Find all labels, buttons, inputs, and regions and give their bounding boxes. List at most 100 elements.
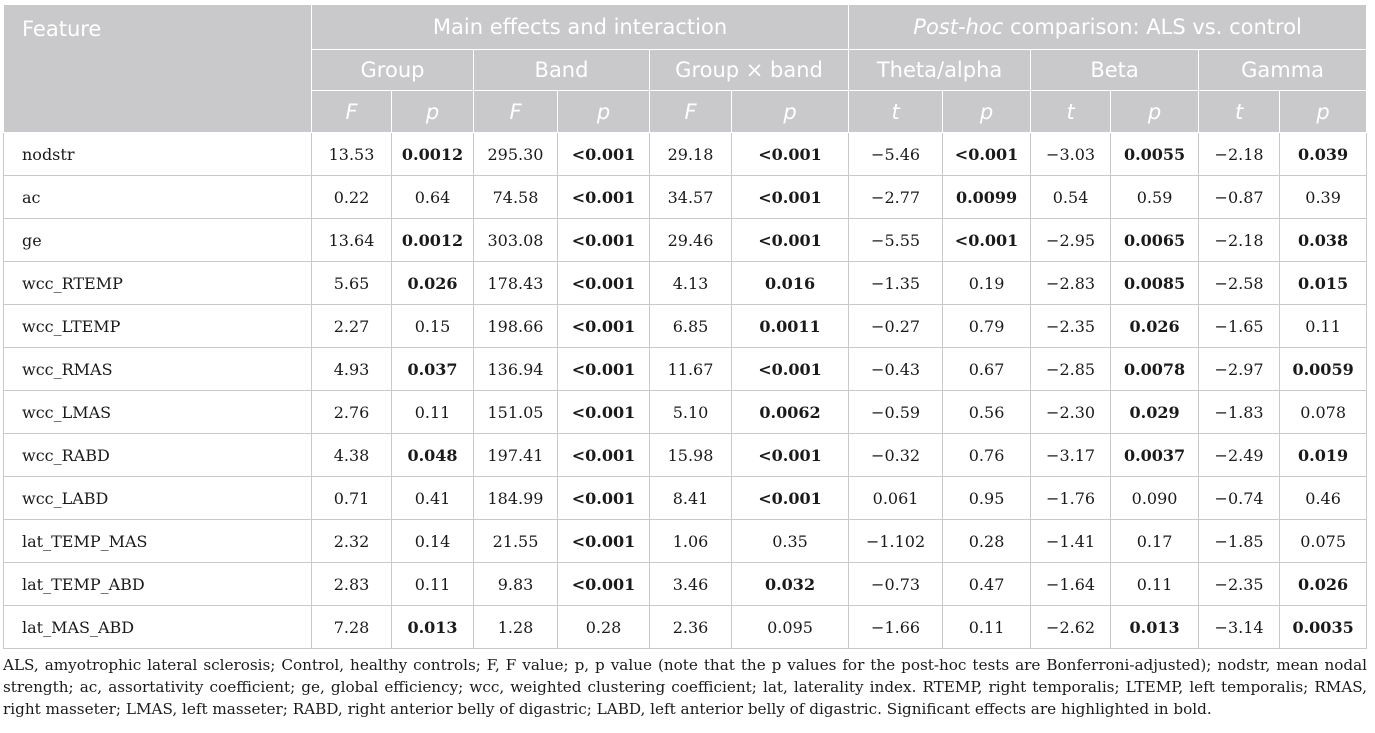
table-row: lat_TEMP_ABD 2.83 0.11 9.83 <0.001 3.46 0.032−… bbox=[3, 562, 1368, 606]
results-table-container: Feature Main effects and interaction Pos… bbox=[3, 4, 1368, 649]
value-cell: <0.001 bbox=[730, 218, 850, 262]
feature-cell: lat_TEMP_MAS bbox=[3, 519, 312, 563]
feature-cell: lat_MAS_ABD bbox=[3, 605, 312, 649]
value-cell: <0.001 bbox=[730, 433, 850, 477]
value-cell: 198.66 bbox=[473, 304, 558, 348]
value-cell: 4.93 bbox=[311, 347, 392, 391]
value-cell: −1.102 bbox=[848, 519, 944, 563]
value-cell: 0.0099 bbox=[942, 175, 1032, 219]
value-cell: 0.11 bbox=[391, 390, 474, 434]
stat-header: F bbox=[649, 90, 732, 133]
value-cell: −0.27 bbox=[848, 304, 944, 348]
value-cell: 0.59 bbox=[1110, 175, 1200, 219]
value-cell: 0.075 bbox=[1279, 519, 1368, 563]
value-cell: <0.001 bbox=[557, 304, 650, 348]
value-cell: −2.77 bbox=[848, 175, 944, 219]
value-cell: 0.54 bbox=[1030, 175, 1112, 219]
value-cell: 136.94 bbox=[473, 347, 558, 391]
value-cell: 3.46 bbox=[649, 562, 732, 606]
value-cell: −3.03 bbox=[1030, 132, 1112, 176]
value-cell: 0.013 bbox=[1110, 605, 1200, 649]
value-cell: 15.98 bbox=[649, 433, 732, 477]
value-cell: 0.019 bbox=[1279, 433, 1368, 477]
stat-header: p bbox=[1279, 90, 1368, 133]
feature-cell: wcc_LABD bbox=[3, 476, 312, 520]
value-cell: <0.001 bbox=[557, 347, 650, 391]
value-cell: 295.30 bbox=[473, 132, 558, 176]
value-cell: 0.35 bbox=[730, 519, 850, 563]
gamma-header: Gamma bbox=[1198, 49, 1368, 91]
value-cell: −0.74 bbox=[1198, 476, 1281, 520]
value-cell: −1.76 bbox=[1030, 476, 1112, 520]
value-cell: −1.85 bbox=[1198, 519, 1281, 563]
value-cell: 178.43 bbox=[473, 261, 558, 305]
value-cell: 0.41 bbox=[391, 476, 474, 520]
value-cell: 2.83 bbox=[311, 562, 392, 606]
value-cell: 0.47 bbox=[942, 562, 1032, 606]
value-cell: <0.001 bbox=[557, 562, 650, 606]
value-cell: 0.0062 bbox=[730, 390, 850, 434]
value-cell: −2.18 bbox=[1198, 218, 1281, 262]
value-cell: 0.11 bbox=[1279, 304, 1368, 348]
value-cell: 5.65 bbox=[311, 261, 392, 305]
feature-cell: wcc_RMAS bbox=[3, 347, 312, 391]
table-row: lat_TEMP_MAS 2.32 0.14 21.55 <0.001 1.06 0.35−… bbox=[3, 519, 1368, 563]
value-cell: 74.58 bbox=[473, 175, 558, 219]
value-cell: 0.013 bbox=[391, 605, 474, 649]
value-cell: 0.032 bbox=[730, 562, 850, 606]
posthoc-italic: Post-hoc bbox=[913, 15, 1004, 39]
value-cell: 5.10 bbox=[649, 390, 732, 434]
value-cell: −1.64 bbox=[1030, 562, 1112, 606]
value-cell: 0.22 bbox=[311, 175, 392, 219]
value-cell: 0.0012 bbox=[391, 132, 474, 176]
value-cell: −2.58 bbox=[1198, 261, 1281, 305]
value-cell: −0.73 bbox=[848, 562, 944, 606]
value-cell: −2.18 bbox=[1198, 132, 1281, 176]
stat-header: p bbox=[942, 90, 1032, 133]
value-cell: 0.11 bbox=[391, 562, 474, 606]
value-cell: 2.36 bbox=[649, 605, 732, 649]
value-cell: <0.001 bbox=[730, 175, 850, 219]
value-cell: 0.0059 bbox=[1279, 347, 1368, 391]
value-cell: 0.0078 bbox=[1110, 347, 1200, 391]
stat-header: p bbox=[1110, 90, 1200, 133]
feature-cell: ge bbox=[3, 218, 312, 262]
value-cell: 0.15 bbox=[391, 304, 474, 348]
value-cell: <0.001 bbox=[557, 476, 650, 520]
value-cell: 0.095 bbox=[730, 605, 850, 649]
value-cell: 0.79 bbox=[942, 304, 1032, 348]
results-table: Feature Main effects and interaction Pos… bbox=[3, 4, 1368, 649]
table-row: ge 13.64 0.0012 303.08 <0.001 29.46 <0.001 −5.5… bbox=[3, 218, 1368, 262]
value-cell: 0.0065 bbox=[1110, 218, 1200, 262]
value-cell: −2.62 bbox=[1030, 605, 1112, 649]
value-cell: −2.49 bbox=[1198, 433, 1281, 477]
value-cell: 11.67 bbox=[649, 347, 732, 391]
value-cell: <0.001 bbox=[557, 261, 650, 305]
table-row: wcc_LMAS 2.76 0.11 151.05 <0.001 5.10 0.0062 −0… bbox=[3, 390, 1368, 434]
value-cell: 0.037 bbox=[391, 347, 474, 391]
value-cell: 0.0085 bbox=[1110, 261, 1200, 305]
value-cell: <0.001 bbox=[730, 476, 850, 520]
value-cell: −1.35 bbox=[848, 261, 944, 305]
value-cell: −2.35 bbox=[1030, 304, 1112, 348]
stat-header: t bbox=[848, 90, 944, 133]
value-cell: 151.05 bbox=[473, 390, 558, 434]
value-cell: 13.53 bbox=[311, 132, 392, 176]
value-cell: 0.14 bbox=[391, 519, 474, 563]
value-cell: −0.59 bbox=[848, 390, 944, 434]
value-cell: 0.029 bbox=[1110, 390, 1200, 434]
band-header: Band bbox=[473, 49, 650, 91]
value-cell: 2.76 bbox=[311, 390, 392, 434]
table-row: wcc_LABD 0.71 0.41 184.99 <0.001 8.41 <0.001 0.… bbox=[3, 476, 1368, 520]
value-cell: 0.016 bbox=[730, 261, 850, 305]
value-cell: −3.14 bbox=[1198, 605, 1281, 649]
value-cell: 0.078 bbox=[1279, 390, 1368, 434]
value-cell: 0.039 bbox=[1279, 132, 1368, 176]
feature-cell: ac bbox=[3, 175, 312, 219]
value-cell: <0.001 bbox=[730, 347, 850, 391]
value-cell: 0.0011 bbox=[730, 304, 850, 348]
stat-header: t bbox=[1030, 90, 1112, 133]
table-footnote: ALS, amyotrophic lateral sclerosis; Cont… bbox=[3, 656, 1367, 718]
value-cell: 1.28 bbox=[473, 605, 558, 649]
value-cell: 0.11 bbox=[1110, 562, 1200, 606]
